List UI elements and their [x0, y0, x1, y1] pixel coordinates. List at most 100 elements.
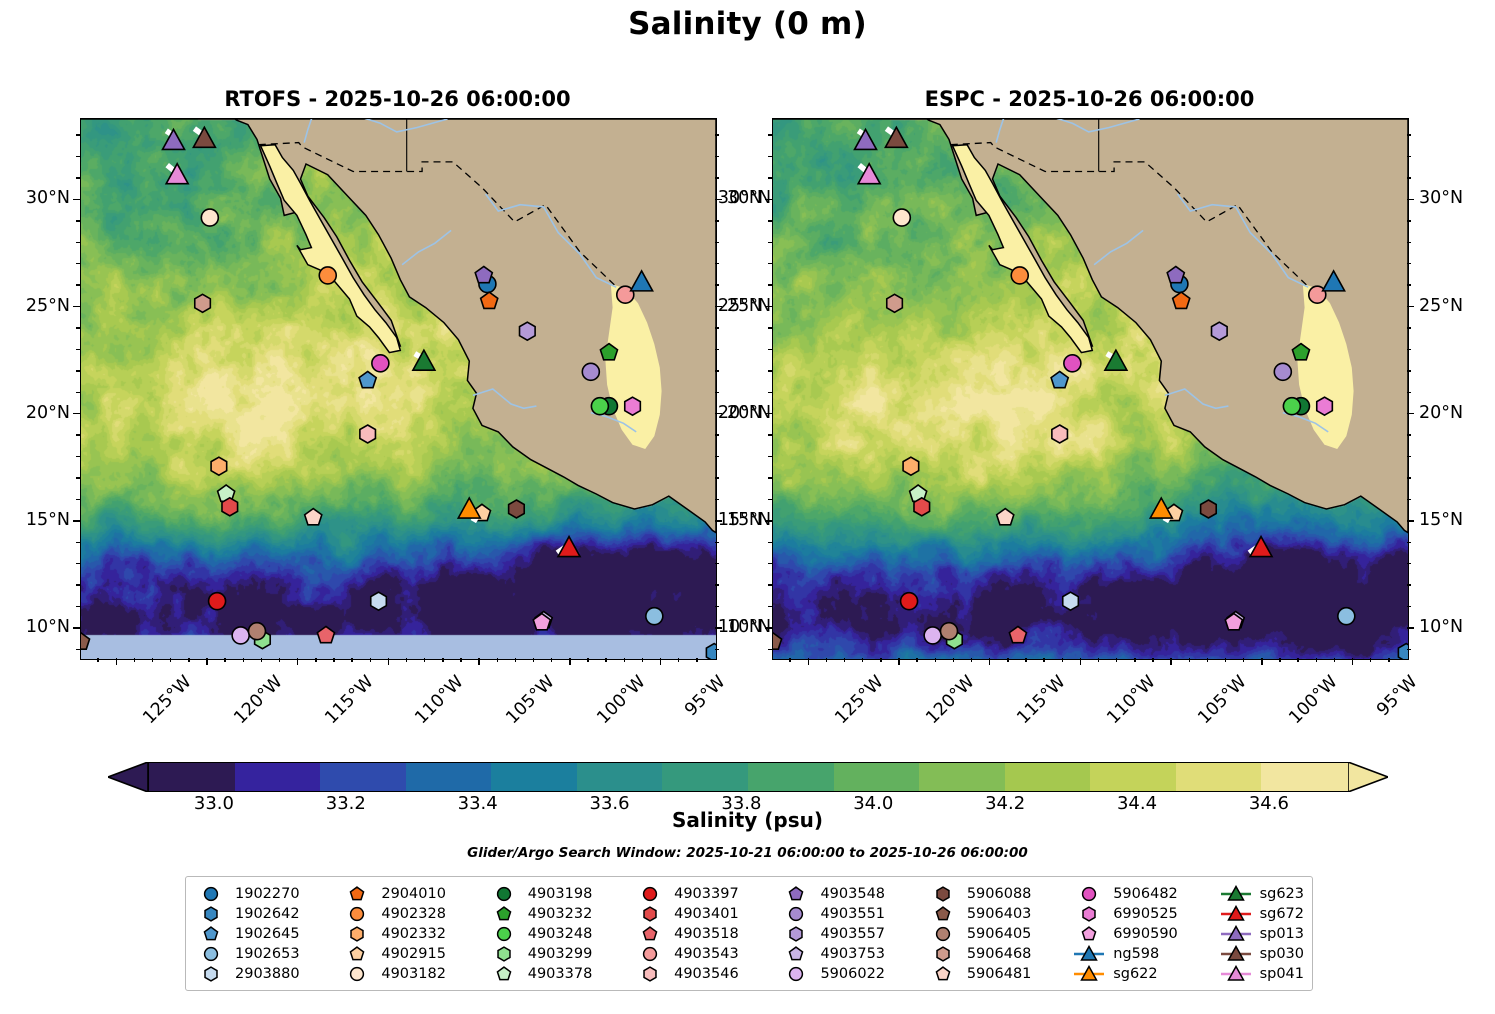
legend-item-4903543[interactable]: 4903543 [633, 944, 779, 964]
x-tick [1279, 658, 1281, 662]
legend-marker-5906482 [1072, 885, 1106, 903]
platform-marker-4903397 [207, 591, 227, 611]
colorbar-tick-label: 34.4 [1116, 793, 1158, 814]
legend-item-sp041[interactable]: sp041 [1219, 964, 1304, 984]
x-tick [952, 658, 955, 662]
legend-item-1902642[interactable]: 1902642 [194, 904, 340, 924]
legend-item-sg672[interactable]: sg672 [1219, 904, 1304, 924]
legend-item-1902653[interactable]: 1902653 [194, 944, 340, 964]
legend-item-4903518[interactable]: 4903518 [633, 924, 779, 944]
legend-item-4903397[interactable]: 4903397 [633, 884, 779, 904]
legend-item-5906022[interactable]: 5906022 [779, 964, 925, 984]
landmass-mainland [81, 119, 716, 534]
map-axes-rtofs[interactable] [80, 118, 717, 660]
x-tick [278, 658, 281, 662]
legend-item-4902332[interactable]: 4902332 [340, 924, 486, 944]
platform-legend: 1902270 1902642 1902645 1902653 2903880 29040… [185, 876, 1313, 991]
legend-item-4903753[interactable]: 4903753 [779, 944, 925, 964]
x-tick [1351, 658, 1354, 665]
legend-marker-4903551 [779, 905, 813, 923]
x-tick [1170, 658, 1172, 665]
legend-item-4903546[interactable]: 4903546 [633, 964, 779, 984]
platform-marker-2903880 [369, 591, 388, 612]
platform-marker-4903557 [518, 321, 536, 342]
x-tick [170, 658, 172, 662]
panel-title-rtofs: RTOFS - 2025-10-26 06:00:00 [224, 87, 571, 111]
y-tick-label-left: 15°N [25, 509, 70, 530]
colorbar[interactable]: 33.0 33.2 33.4 33.6 33.8 34.0 34.2 34.4 34.6 [105, 760, 1391, 814]
legend-item-1902645[interactable]: 1902645 [194, 924, 340, 944]
legend-item-4903299[interactable]: 4903299 [487, 944, 633, 964]
legend-marker-4903518 [633, 925, 667, 943]
y-tick [768, 434, 772, 436]
legend-marker-sp041 [1219, 965, 1253, 983]
y-tick-label-left: 25°N [25, 295, 70, 316]
y-tick-label-right: 25°N [727, 295, 772, 316]
legend-item-5906468[interactable]: 5906468 [926, 944, 1072, 964]
river-0 [303, 119, 448, 143]
x-tick-label: 95°W [1372, 672, 1422, 721]
legend-marker-1902653 [194, 945, 228, 963]
legend-marker-4903248 [487, 925, 521, 943]
x-tick [133, 658, 136, 662]
y-tick [76, 177, 80, 179]
legend-item-5906481[interactable]: 5906481 [926, 964, 1072, 984]
legend-label-4903551: 4903551 [820, 906, 886, 922]
legend-item-sp030[interactable]: sp030 [1219, 944, 1304, 964]
legend-item-4903401[interactable]: 4903401 [633, 904, 779, 924]
map-axes-espc[interactable] [772, 118, 1409, 660]
legend-item-sg622[interactable]: sg622 [1072, 964, 1218, 984]
legend-item-6990590[interactable]: 6990590 [1072, 924, 1218, 944]
y-tick [768, 605, 772, 608]
legend-item-4903248[interactable]: 4903248 [487, 924, 633, 944]
legend-item-2904010[interactable]: 2904010 [340, 884, 486, 904]
legend-item-4903551[interactable]: 4903551 [779, 904, 925, 924]
y-tick [768, 391, 772, 393]
legend-item-4902915[interactable]: 4902915 [340, 944, 486, 964]
legend-item-5906405[interactable]: 5906405 [926, 924, 1072, 944]
legend-item-6990525[interactable]: 6990525 [1072, 904, 1218, 924]
legend-item-sp013[interactable]: sp013 [1219, 924, 1304, 944]
x-tick [387, 658, 390, 665]
y-tick [76, 563, 80, 565]
legend-item-ng598[interactable]: ng598 [1072, 944, 1218, 964]
platform-marker-4903248 [590, 396, 610, 416]
y-tick-label-right: 15°N [727, 509, 772, 530]
us-mexico-border [258, 141, 619, 289]
legend-marker-1902270 [194, 885, 228, 903]
legend-item-4903378[interactable]: 4903378 [487, 964, 633, 984]
x-tick [351, 658, 353, 662]
platform-marker-4903551 [581, 362, 601, 382]
x-tick-label: 100°W [1285, 672, 1342, 729]
x-tick [1333, 658, 1336, 662]
legend-item-4903232[interactable]: 4903232 [487, 904, 633, 924]
legend-item-2903880[interactable]: 2903880 [194, 964, 340, 984]
y-tick [765, 305, 772, 308]
x-tick [478, 658, 480, 665]
colorbar-gradient[interactable] [148, 762, 1349, 792]
y-tick [715, 155, 719, 158]
legend-item-4903198[interactable]: 4903198 [487, 884, 633, 904]
legend-item-4902328[interactable]: 4902328 [340, 904, 486, 924]
y-tick [76, 155, 80, 158]
legend-label-5906088: 5906088 [966, 886, 1032, 902]
legend-item-4903182[interactable]: 4903182 [340, 964, 486, 984]
legend-marker-4903557 [779, 925, 813, 943]
x-tick [514, 658, 517, 662]
x-tick [188, 658, 190, 662]
platform-marker-1902653 [1337, 606, 1356, 626]
x-tick [242, 658, 244, 662]
y-tick [1407, 584, 1411, 586]
legend-marker-4903378 [487, 965, 521, 983]
legend-item-5906403[interactable]: 5906403 [926, 904, 1072, 924]
legend-item-1902270[interactable]: 1902270 [194, 884, 340, 904]
legend-item-4903557[interactable]: 4903557 [779, 924, 925, 944]
legend-item-4903548[interactable]: 4903548 [779, 884, 925, 904]
legend-item-5906482[interactable]: 5906482 [1072, 884, 1218, 904]
legend-item-5906088[interactable]: 5906088 [926, 884, 1072, 904]
y-tick [1407, 477, 1411, 479]
legend-item-sg623[interactable]: sg623 [1219, 884, 1304, 904]
legend-label-4903397: 4903397 [674, 886, 739, 902]
legend-marker-4903232 [487, 905, 521, 923]
y-tick [1407, 370, 1411, 372]
